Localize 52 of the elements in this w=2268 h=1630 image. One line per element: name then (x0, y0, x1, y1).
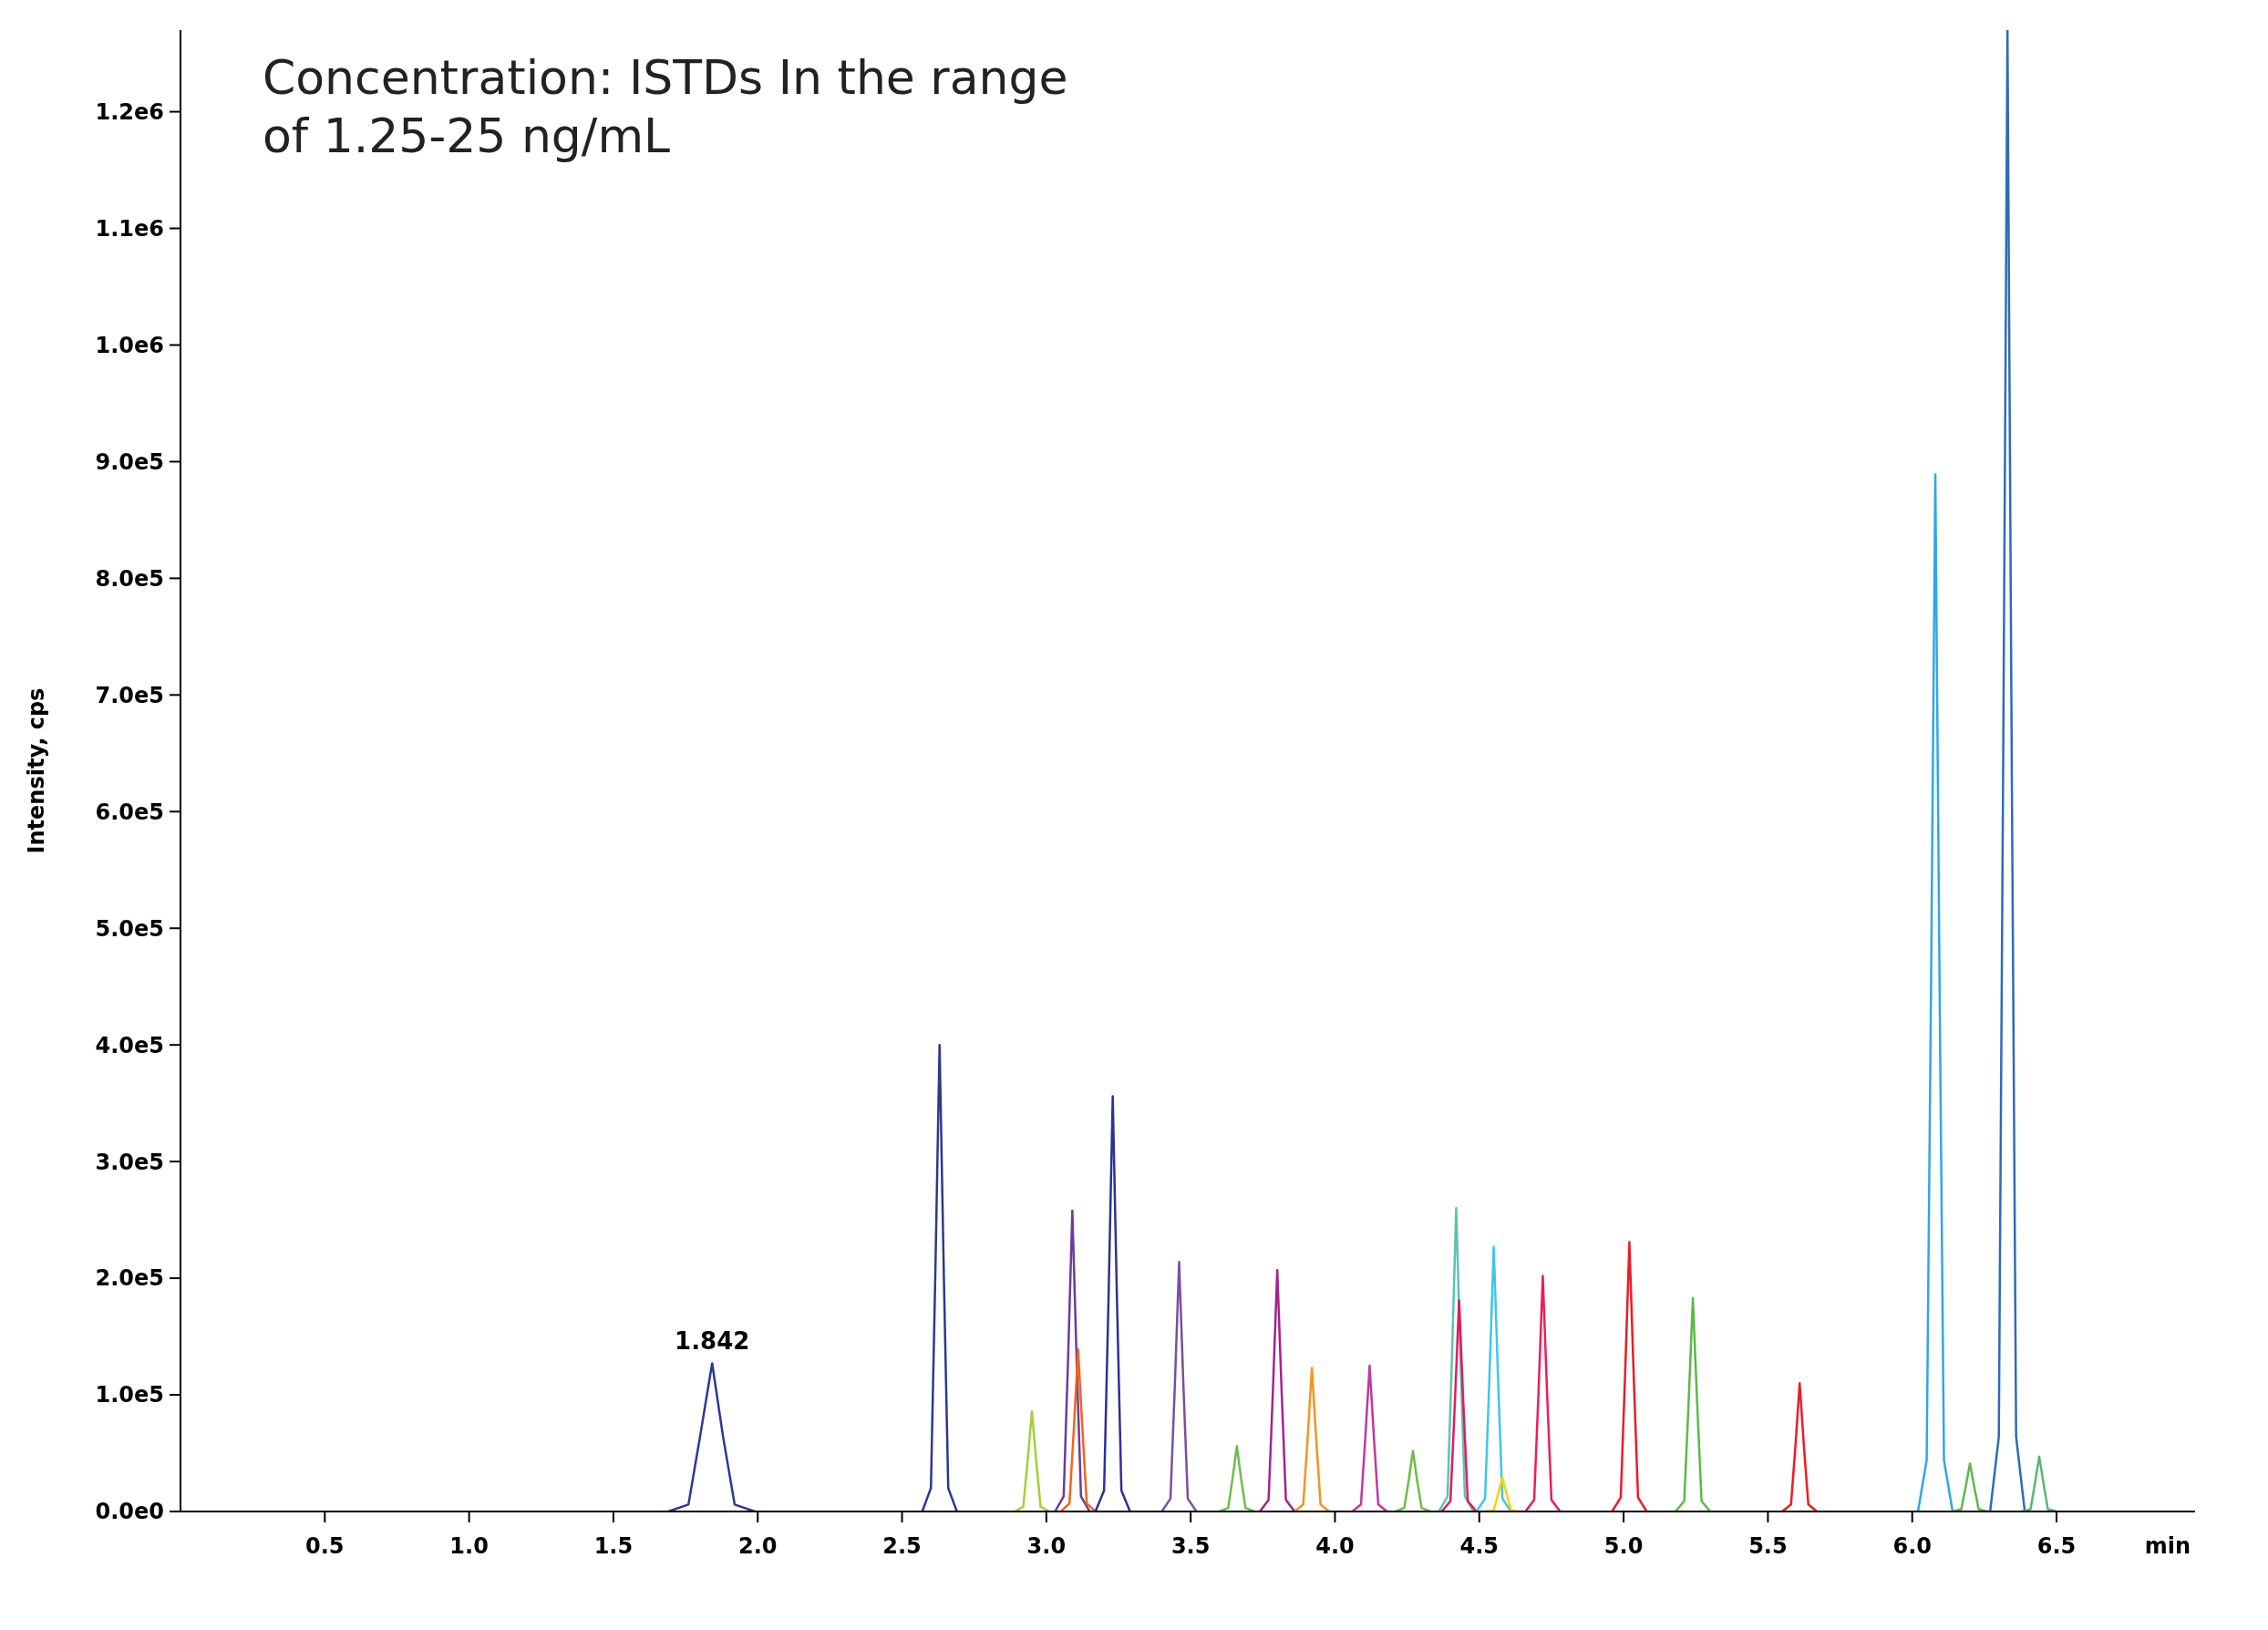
x-tick-label: 0.5 (305, 1533, 345, 1559)
y-tick-label: 6.0e5 (95, 799, 164, 825)
line-series (1059, 1347, 1097, 1511)
line-series (2020, 1455, 2058, 1511)
x-tick-label: 4.0 (1315, 1533, 1355, 1559)
y-tick-label: 3.0e5 (95, 1149, 164, 1175)
y-tick-label: 4.0e5 (95, 1032, 164, 1058)
line-series (1475, 1245, 1512, 1511)
line-series (1094, 1095, 1131, 1511)
line-series (1780, 1382, 1819, 1511)
y-tick-label: 8.0e5 (95, 565, 164, 592)
y-tick-label: 2.0e5 (95, 1265, 164, 1292)
x-tick-label: 2.0 (737, 1533, 778, 1559)
line-series (1674, 1296, 1712, 1511)
line-series (1293, 1367, 1331, 1511)
line-series (1394, 1449, 1432, 1511)
line-series (921, 1043, 958, 1511)
x-tick-label: 5.0 (1603, 1533, 1644, 1559)
line-series (1013, 1409, 1051, 1511)
line-series (1524, 1274, 1562, 1511)
line-series (1218, 1445, 1256, 1511)
y-tick-label: 1.1e6 (95, 215, 164, 242)
y-tick-label: 0.0e0 (95, 1499, 164, 1525)
y-tick-label: 9.0e5 (95, 449, 164, 475)
y-tick-label: 7.0e5 (95, 682, 164, 708)
x-tick-label: 1.5 (593, 1533, 634, 1559)
y-tick-label: 1.0e6 (95, 332, 164, 358)
annotation: 1.842 (675, 1326, 750, 1355)
line-series (666, 1362, 757, 1511)
x-tick-label: 6.5 (2036, 1533, 2077, 1559)
y-tick-label: 1.2e6 (95, 98, 164, 125)
line-series (1916, 473, 1954, 1511)
line-series (1054, 1209, 1091, 1511)
y-tick-label: 1.0e5 (95, 1382, 164, 1408)
x-tick-label: 5.5 (1748, 1533, 1788, 1559)
x-axis-title: min (2144, 1533, 2191, 1559)
y-tick-label: 5.0e5 (95, 915, 164, 942)
x-tick-label: 4.5 (1459, 1533, 1500, 1559)
line-series (1951, 1462, 1989, 1511)
line-series (1440, 1299, 1478, 1511)
x-tick-label: 3.5 (1170, 1533, 1211, 1559)
line-series (1611, 1241, 1648, 1511)
y-axis-title: Intensity, cps (24, 687, 49, 854)
x-tick-label: 3.0 (1026, 1533, 1067, 1559)
line-series (1258, 1268, 1296, 1511)
x-tick-label: 6.0 (1892, 1533, 1932, 1559)
line-series (1160, 1260, 1198, 1511)
line-series (1351, 1364, 1388, 1511)
x-tick-label: 2.5 (882, 1533, 922, 1559)
line-series (1988, 30, 2026, 1511)
text: Concentration: ISTDs In the range of 1.25-25 ng/mL (263, 50, 1068, 163)
x-tick-label: 1.0 (449, 1533, 489, 1559)
